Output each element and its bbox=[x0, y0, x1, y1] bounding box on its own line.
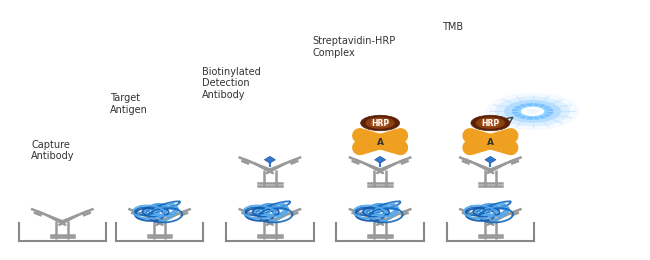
Polygon shape bbox=[485, 156, 496, 163]
Circle shape bbox=[495, 96, 570, 126]
Text: Biotinylated
Detection
Antibody: Biotinylated Detection Antibody bbox=[202, 67, 261, 100]
Text: Capture
Antibody: Capture Antibody bbox=[31, 140, 75, 161]
Circle shape bbox=[476, 117, 505, 129]
Text: HRP: HRP bbox=[482, 119, 499, 127]
Text: A: A bbox=[487, 138, 494, 147]
Circle shape bbox=[370, 119, 390, 127]
Text: Streptavidin-HRP
Complex: Streptavidin-HRP Complex bbox=[312, 36, 395, 58]
Circle shape bbox=[365, 117, 395, 129]
Circle shape bbox=[504, 100, 561, 123]
Polygon shape bbox=[374, 156, 385, 163]
Text: TMB: TMB bbox=[442, 22, 463, 31]
Polygon shape bbox=[265, 156, 276, 163]
Text: Target
Antigen: Target Antigen bbox=[110, 93, 148, 115]
Circle shape bbox=[526, 109, 539, 114]
Circle shape bbox=[521, 107, 544, 116]
Circle shape bbox=[518, 106, 547, 117]
Circle shape bbox=[471, 115, 510, 131]
Circle shape bbox=[480, 119, 500, 127]
Text: A: A bbox=[376, 138, 384, 147]
Circle shape bbox=[361, 115, 400, 131]
Circle shape bbox=[486, 93, 579, 130]
Text: HRP: HRP bbox=[371, 119, 389, 127]
Circle shape bbox=[512, 103, 553, 120]
